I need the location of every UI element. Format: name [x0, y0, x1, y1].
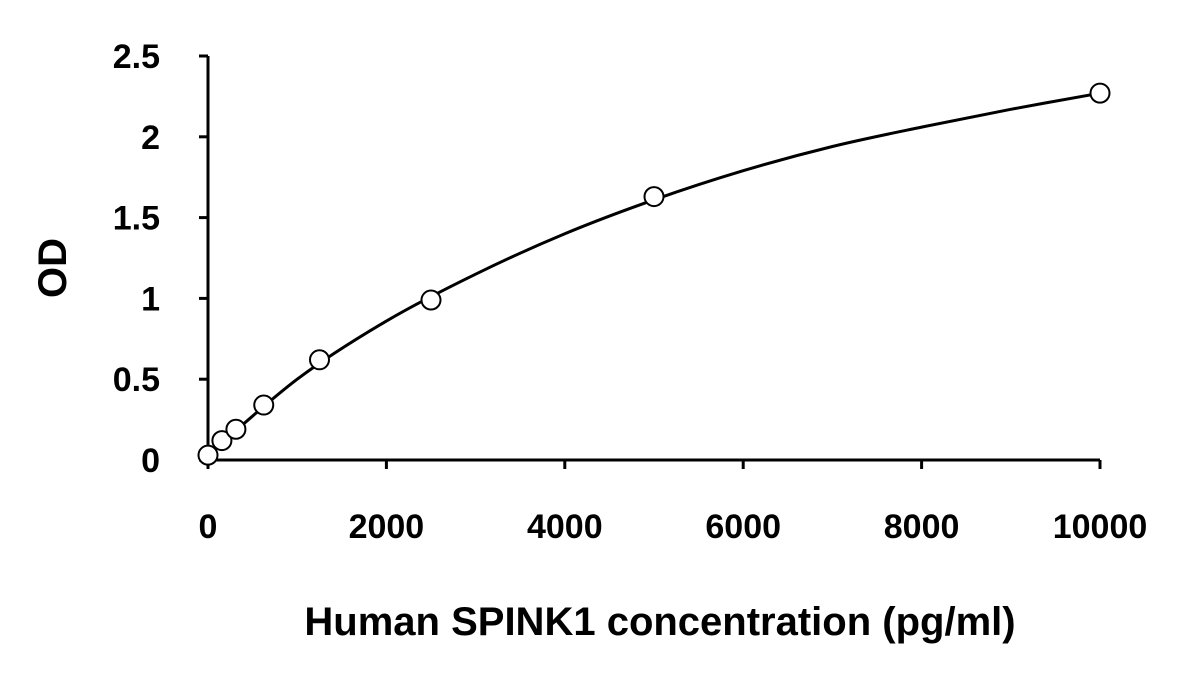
y-axis-title: OD [31, 238, 75, 298]
x-tick-label: 4000 [527, 508, 603, 546]
x-tick-label: 0 [199, 508, 218, 546]
fit-curve [207, 91, 1101, 457]
y-tick-label: 2 [141, 119, 160, 157]
axes [206, 56, 1100, 462]
x-axis-title: Human SPINK1 concentration (pg/ml) [304, 600, 1015, 644]
x-tick-label: 6000 [705, 508, 781, 546]
data-point [643, 186, 665, 208]
x-ticks: 0 2000 4000 6000 8000 10000 [199, 460, 1148, 546]
x-tick-label: 2000 [349, 508, 425, 546]
data-point [1089, 82, 1111, 104]
data-point [253, 394, 275, 416]
y-tick-label: 1.5 [113, 200, 160, 238]
x-tick-label: 10000 [1053, 508, 1148, 546]
data-point [420, 289, 442, 311]
y-tick-label: 2.5 [113, 38, 160, 76]
y-tick-label: 0 [141, 442, 160, 480]
y-ticks: 0 0.5 1 1.5 2 2.5 [113, 38, 208, 480]
data-point [197, 444, 219, 466]
data-point [225, 418, 247, 440]
data-points [197, 82, 1111, 466]
y-tick-label: 0.5 [113, 361, 160, 399]
data-point [309, 349, 330, 371]
y-tick-label: 1 [141, 280, 160, 318]
x-tick-label: 8000 [884, 508, 960, 546]
data-point [211, 430, 233, 452]
